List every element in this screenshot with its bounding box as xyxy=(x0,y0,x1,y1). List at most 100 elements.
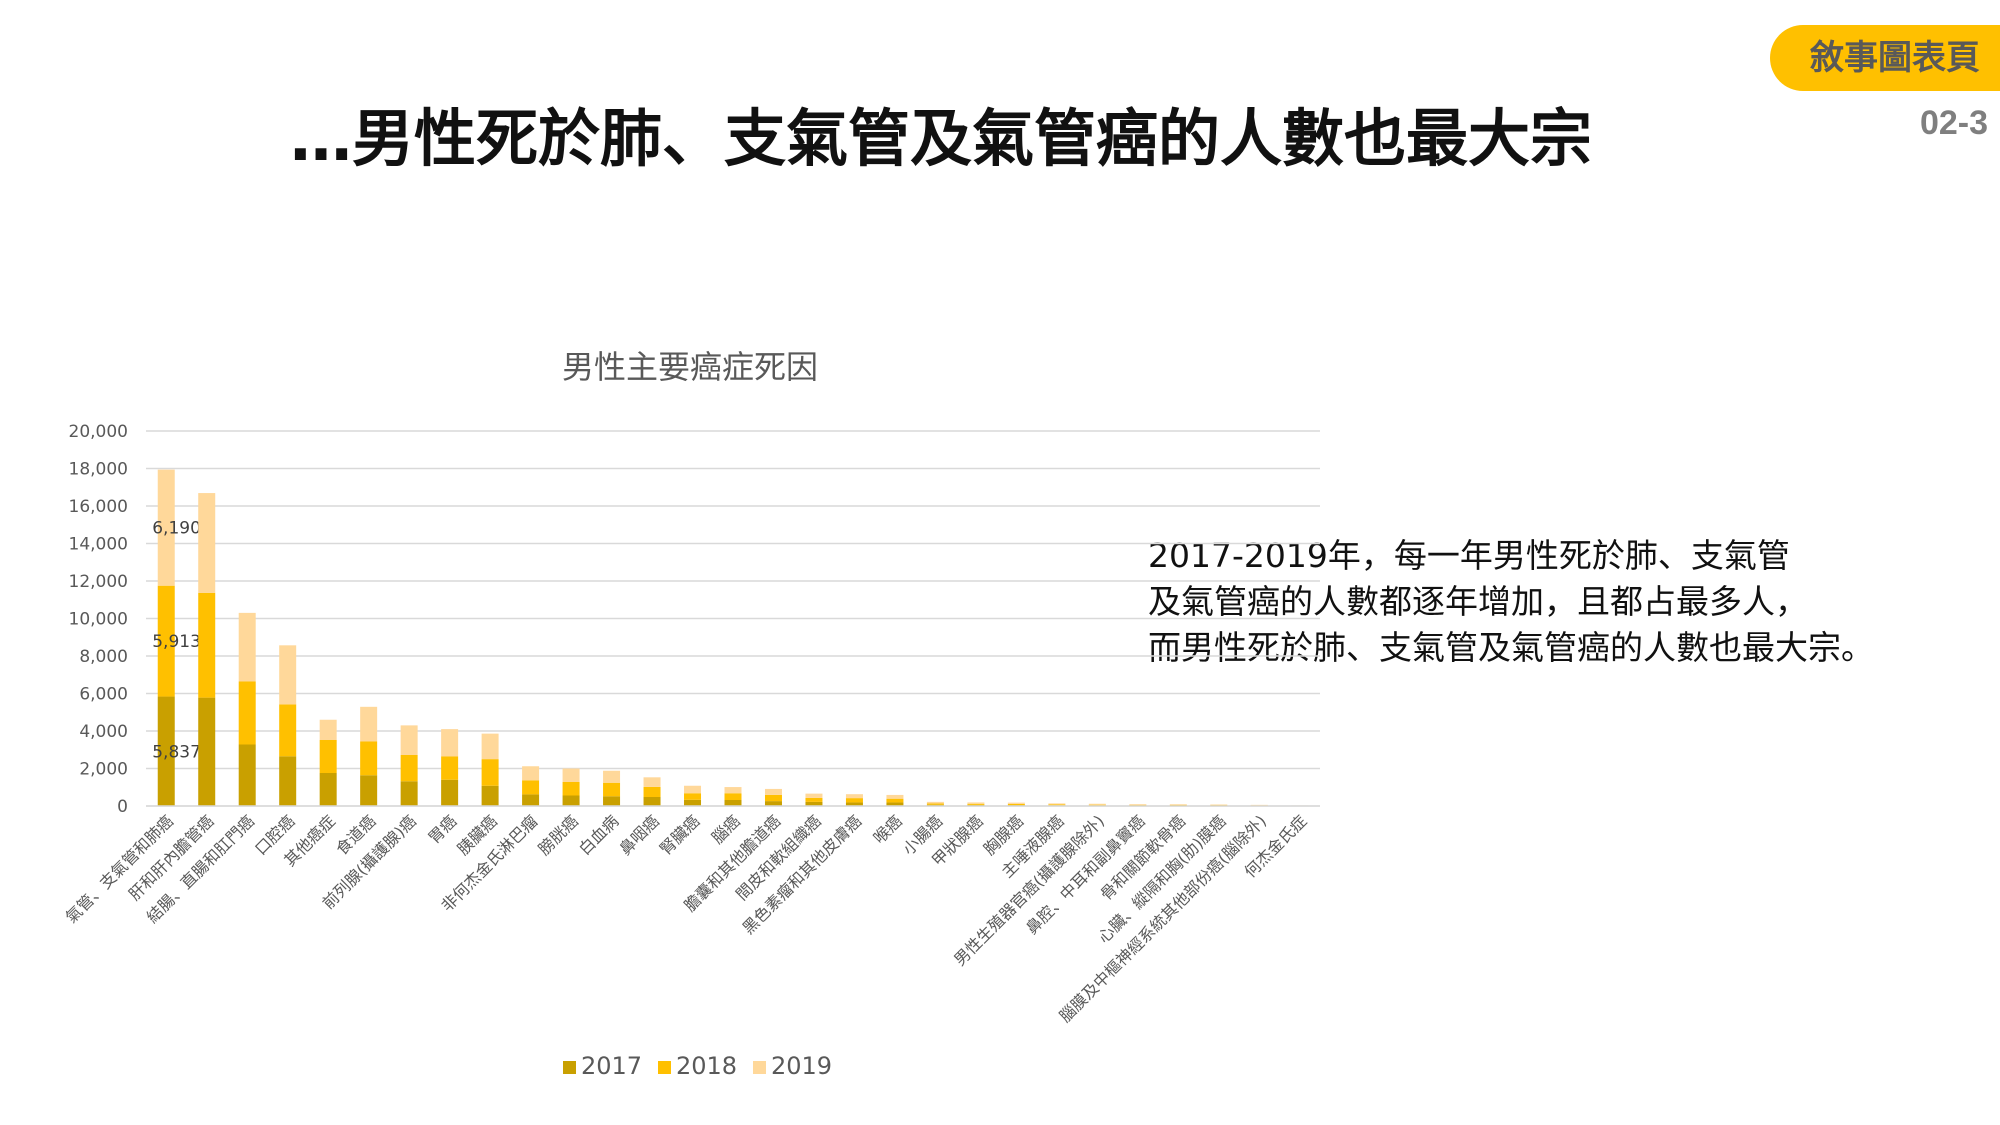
y-tick-label: 12,000 xyxy=(69,572,128,592)
y-tick-label: 18,000 xyxy=(69,460,128,480)
bar-segment-2019 xyxy=(1048,803,1066,805)
bar-segment-2018 xyxy=(1088,804,1106,806)
slide-title: …男性死於肺、支氣管及氣管癌的人數也最大宗 xyxy=(290,102,1593,175)
bar-segment-2018 xyxy=(562,782,580,796)
bar-segment-2019 xyxy=(764,788,782,795)
x-category-label: 腎臟癌 xyxy=(656,811,703,858)
y-tick-label: 0 xyxy=(117,797,128,817)
bar-segment-2017 xyxy=(198,697,216,806)
bar-segment-2018 xyxy=(441,756,459,780)
bar-segment-2017 xyxy=(845,802,863,806)
bar-segment-2017 xyxy=(603,796,621,806)
bar-segment-2017 xyxy=(522,794,540,806)
bar-segment-2018 xyxy=(764,794,782,802)
bar-segment-2019 xyxy=(1129,804,1147,805)
bar-segment-2018 xyxy=(1129,804,1147,806)
bar-segment-2019 xyxy=(238,612,256,682)
bar-segment-2019 xyxy=(643,777,661,787)
data-label: 6,190 xyxy=(152,519,201,539)
bar-segment-2018 xyxy=(643,786,661,797)
bar-segment-2017 xyxy=(157,696,175,806)
chart-title: 男性主要癌症死因 xyxy=(562,348,818,386)
bar-segment-2019 xyxy=(845,794,863,799)
bar-segment-2019 xyxy=(198,493,216,593)
y-tick-label: 16,000 xyxy=(69,497,128,517)
bar-segment-2018 xyxy=(198,592,216,698)
bar-segment-2018 xyxy=(967,803,985,805)
bar-segment-2019 xyxy=(926,801,944,804)
page-number: 02-3 xyxy=(1919,104,1988,142)
x-category-label: 喉癌 xyxy=(870,811,906,847)
y-tick-label: 4,000 xyxy=(79,722,128,742)
data-label: 5,837 xyxy=(152,742,201,762)
y-tick-label: 2,000 xyxy=(79,760,128,780)
bar-segment-2019 xyxy=(724,787,742,794)
bar-segment-2017 xyxy=(562,795,580,806)
legend-label-2018: 2018 xyxy=(676,1052,737,1080)
bar-segment-2018 xyxy=(886,798,904,803)
bar-segment-2019 xyxy=(603,770,621,783)
bar-segment-2018 xyxy=(238,681,256,745)
bar-segment-2017 xyxy=(360,775,378,806)
bar-segment-2017 xyxy=(684,799,702,806)
legend-swatch-2019 xyxy=(753,1061,766,1074)
x-category-label: 腦癌 xyxy=(708,811,744,847)
narrative-text: 2017-2019年，每一年男性死於肺、支氣管 及氣管癌的人數都逐年增加，且都占… xyxy=(1148,533,1998,671)
bar-segment-2017 xyxy=(481,785,499,806)
bar-segment-2018 xyxy=(805,797,823,802)
bar-segment-2017 xyxy=(805,801,823,806)
data-label: 5,913 xyxy=(152,632,201,652)
bar-segment-2018 xyxy=(845,798,863,803)
bar-segment-2018 xyxy=(684,793,702,800)
bar-segment-2017 xyxy=(279,756,297,806)
bar-segment-2019 xyxy=(279,645,297,705)
bar-segment-2018 xyxy=(1007,803,1025,806)
x-category-label: 胃癌 xyxy=(424,811,460,847)
narrative-line-3: 而男性死於肺、支氣管及氣管癌的人數也最大宗。 xyxy=(1148,628,1874,667)
y-tick-label: 10,000 xyxy=(69,610,128,630)
bar-segment-2018 xyxy=(481,759,499,786)
bar-segment-2019 xyxy=(886,794,904,799)
bar-segment-2018 xyxy=(926,803,944,805)
stacked-bar-chart: 男性主要癌症死因 0 2,000 4,000 6,000 8,000 10,000 12,00… xyxy=(62,348,1320,1080)
bar-segment-2019 xyxy=(684,785,702,794)
section-badge: 敘事圖表頁 xyxy=(1770,25,2000,91)
bar-segment-2017 xyxy=(319,773,337,806)
bar-segment-2017 xyxy=(441,779,459,806)
bar-segment-2018 xyxy=(603,782,621,797)
bar-segment-2019 xyxy=(481,733,499,760)
bar-segment-2019 xyxy=(562,768,580,782)
bar-segment-2018 xyxy=(1048,804,1066,806)
bar-segment-2017 xyxy=(400,781,418,806)
bar-segment-2017 xyxy=(238,744,256,806)
y-tick-label: 6,000 xyxy=(79,685,128,705)
legend-label-2019: 2019 xyxy=(771,1052,832,1080)
bar-segment-2019 xyxy=(319,719,337,740)
bar-segment-2019 xyxy=(522,766,540,781)
legend-swatch-2017 xyxy=(563,1061,576,1074)
bar-segment-2019 xyxy=(967,802,985,804)
bar-segment-2018 xyxy=(279,704,297,757)
bar-segment-2019 xyxy=(805,793,823,798)
narrative-line-1: 2017-2019年，每一年男性死於肺、支氣管 xyxy=(1148,536,1790,575)
y-tick-label: 8,000 xyxy=(79,647,128,667)
legend-label-2017: 2017 xyxy=(581,1052,642,1080)
bar-segment-2018 xyxy=(157,585,175,697)
x-category-label: 鼻咽癌 xyxy=(615,811,662,858)
bar-segment-2018 xyxy=(724,793,742,800)
bar-segment-2019 xyxy=(1007,802,1025,804)
bar-segment-2019 xyxy=(360,706,378,742)
bar-segment-2017 xyxy=(724,800,742,806)
bar-segment-2018 xyxy=(319,740,337,773)
bar-segment-2018 xyxy=(400,755,418,782)
x-category-label: 膀胱癌 xyxy=(535,811,582,858)
bar-segment-2017 xyxy=(643,797,661,806)
bar-segment-2019 xyxy=(1169,804,1187,805)
narrative-line-2: 及氣管癌的人數都逐年增加，且都占最多人， xyxy=(1148,582,1808,621)
bar-segment-2019 xyxy=(1210,804,1228,806)
x-category-label: 白血病 xyxy=(575,811,622,858)
y-tick-label: 14,000 xyxy=(69,535,128,555)
legend-swatch-2018 xyxy=(658,1061,671,1074)
bar-segment-2017 xyxy=(886,802,904,806)
y-tick-label: 20,000 xyxy=(69,422,128,442)
